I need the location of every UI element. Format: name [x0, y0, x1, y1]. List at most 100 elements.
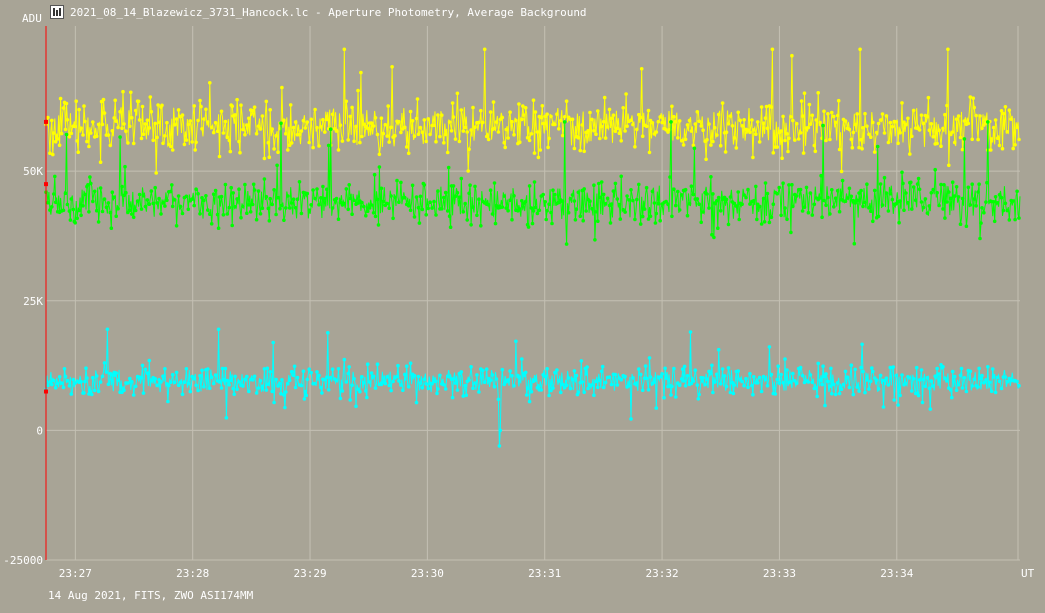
- data-point: [937, 203, 941, 208]
- data-point: [463, 201, 468, 206]
- data-point: [783, 206, 787, 210]
- data-point: [1011, 199, 1015, 203]
- data-point: [364, 213, 368, 218]
- data-point: [777, 381, 781, 385]
- data-point: [722, 374, 727, 378]
- data-point: [984, 378, 988, 382]
- data-point: [482, 47, 487, 52]
- data-point: [646, 217, 651, 221]
- data-point: [765, 191, 770, 196]
- data-point: [927, 128, 932, 132]
- data-point: [256, 189, 261, 193]
- data-point: [469, 128, 473, 132]
- data-point: [939, 182, 943, 187]
- data-point: [547, 202, 551, 206]
- data-point: [514, 339, 518, 344]
- data-point: [403, 125, 407, 130]
- data-point: [840, 178, 845, 183]
- data-point: [551, 188, 555, 192]
- data-point: [426, 386, 431, 391]
- data-point: [219, 194, 224, 199]
- data-point: [1007, 218, 1012, 222]
- data-point: [91, 375, 95, 380]
- data-point: [50, 118, 54, 123]
- data-point: [55, 137, 60, 141]
- data-point: [266, 140, 271, 145]
- data-point: [514, 118, 518, 123]
- data-point: [188, 119, 193, 123]
- data-point: [194, 187, 198, 191]
- data-point: [720, 367, 725, 371]
- data-point: [232, 392, 236, 397]
- data-point: [215, 129, 220, 133]
- data-point: [202, 117, 206, 121]
- data-point: [91, 120, 95, 124]
- data-point: [410, 183, 415, 188]
- data-point: [546, 145, 550, 150]
- data-point: [435, 391, 439, 396]
- data-point: [968, 369, 973, 374]
- data-point: [163, 134, 167, 138]
- data-point: [170, 372, 175, 377]
- data-point: [447, 120, 452, 124]
- data-point: [707, 206, 711, 210]
- data-point: [430, 206, 434, 210]
- data-point: [87, 210, 91, 214]
- data-point: [59, 131, 64, 136]
- data-point: [742, 118, 746, 122]
- data-point: [496, 397, 501, 402]
- data-point: [695, 197, 700, 201]
- data-point: [830, 391, 834, 396]
- data-point: [997, 143, 1002, 148]
- data-point: [59, 381, 64, 385]
- data-point: [607, 107, 612, 112]
- data-point: [109, 226, 114, 230]
- data-point: [459, 176, 464, 181]
- data-point: [989, 137, 994, 141]
- data-point: [442, 141, 446, 145]
- data-point: [98, 186, 103, 190]
- data-point: [518, 140, 522, 144]
- data-point: [262, 156, 267, 161]
- data-point: [857, 389, 861, 393]
- data-point: [215, 212, 220, 217]
- data-point: [716, 347, 721, 352]
- data-point: [116, 378, 120, 383]
- data-point: [929, 191, 934, 195]
- data-point: [287, 206, 292, 210]
- data-point: [77, 107, 81, 112]
- data-point: [266, 206, 271, 211]
- data-point: [776, 364, 780, 369]
- cursor-marker: [44, 389, 48, 394]
- data-point: [564, 383, 569, 388]
- data-point: [52, 378, 56, 383]
- data-point: [669, 120, 673, 124]
- data-point: [736, 190, 740, 194]
- data-point: [978, 376, 982, 381]
- lightcurve-app-icon[interactable]: [50, 5, 64, 19]
- data-point: [510, 217, 514, 222]
- data-point: [155, 201, 159, 205]
- data-point: [933, 374, 937, 379]
- data-point: [180, 113, 185, 117]
- data-point: [406, 385, 411, 389]
- data-point: [48, 380, 52, 384]
- data-point: [799, 99, 804, 103]
- data-point: [526, 225, 531, 229]
- data-point: [670, 384, 674, 389]
- data-point: [755, 120, 760, 124]
- data-point: [841, 382, 846, 387]
- data-point: [118, 110, 122, 114]
- data-point: [424, 382, 429, 386]
- data-point: [584, 209, 588, 213]
- y-axis-label: ADU: [22, 12, 42, 25]
- data-point: [79, 213, 83, 218]
- data-point: [821, 123, 825, 128]
- data-point: [818, 378, 822, 383]
- data-point: [989, 148, 993, 152]
- data-point: [995, 136, 1000, 140]
- data-point: [178, 380, 183, 385]
- data-point: [131, 141, 136, 146]
- data-point: [186, 381, 191, 386]
